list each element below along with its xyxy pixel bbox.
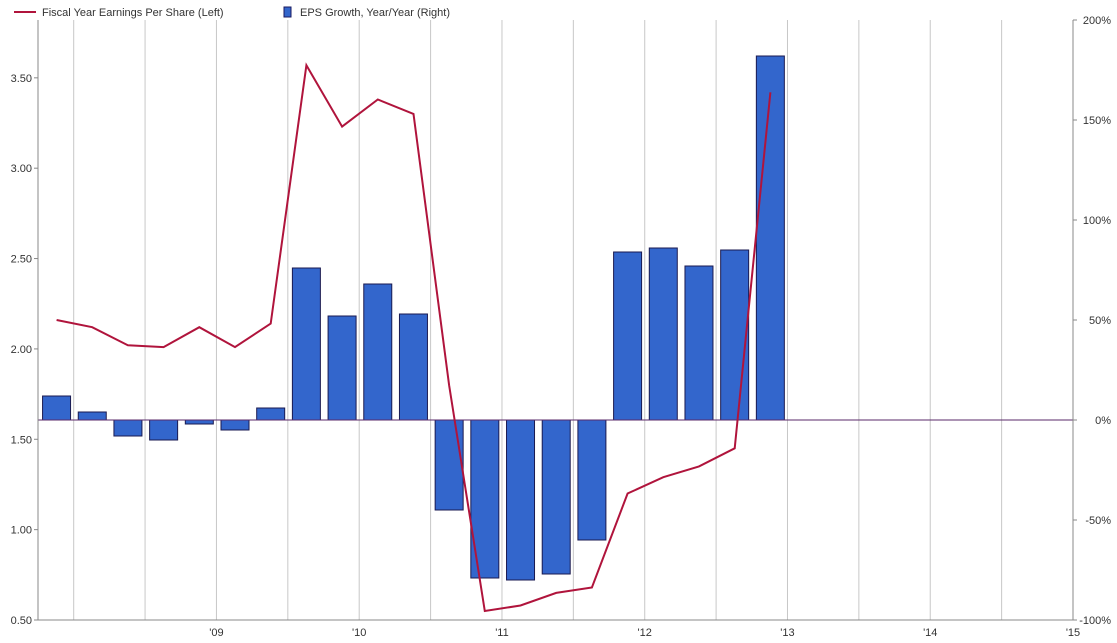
legend-label-eps: Fiscal Year Earnings Per Share (Left) <box>42 7 224 19</box>
eps-growth-bar <box>77 411 107 421</box>
eps-growth-bar <box>149 419 179 441</box>
eps-growth-bar <box>648 247 678 421</box>
eps-line <box>56 62 772 613</box>
eps-growth-bar <box>577 419 607 541</box>
x-tick-label: '15 <box>1066 627 1080 639</box>
left-tick-label: 1.00 <box>11 525 32 537</box>
eps-line-series <box>56 62 772 613</box>
left-tick-label: 2.50 <box>11 254 32 266</box>
right-tick-label: -50% <box>1085 515 1111 527</box>
eps-growth-bar <box>184 419 214 425</box>
eps-growth-bar <box>363 283 393 421</box>
left-tick-label: 2.00 <box>11 344 32 356</box>
eps-growth-bar <box>613 251 643 421</box>
eps-growth-bar <box>398 313 428 421</box>
x-tick-label: '10 <box>352 627 366 639</box>
eps-growth-bar <box>541 419 571 575</box>
eps-growth-bar <box>684 265 714 421</box>
right-tick-label: 100% <box>1083 215 1111 227</box>
x-tick-label: '12 <box>638 627 652 639</box>
x-tick-label: '13 <box>780 627 794 639</box>
x-tick-label: '14 <box>923 627 937 639</box>
eps-growth-bar <box>113 419 143 437</box>
left-tick-label: 3.50 <box>11 73 32 85</box>
legend-bar-swatch <box>283 6 292 18</box>
x-tick-label: '09 <box>209 627 223 639</box>
eps-growth-bar <box>506 419 536 581</box>
eps-growth-bar <box>42 395 72 421</box>
right-tick-label: 50% <box>1089 315 1111 327</box>
eps-growth-bar <box>256 407 286 421</box>
eps-growth-bar <box>291 267 321 421</box>
legend: Fiscal Year Earnings Per Share (Left) EP… <box>14 6 450 19</box>
legend-label-growth: EPS Growth, Year/Year (Right) <box>300 7 450 19</box>
gridlines <box>73 20 1003 620</box>
right-tick-label: 150% <box>1083 115 1111 127</box>
eps-growth-bar <box>434 419 464 511</box>
eps-growth-bars <box>42 55 785 581</box>
right-tick-label: 200% <box>1083 15 1111 27</box>
left-tick-label: 1.50 <box>11 434 32 446</box>
eps-growth-bar <box>720 249 750 421</box>
left-tick-label: 0.50 <box>11 615 32 627</box>
eps-growth-bar <box>220 419 250 431</box>
x-tick-label: '11 <box>495 627 509 639</box>
right-tick-label: -100% <box>1079 615 1111 627</box>
eps-growth-bar <box>327 315 357 421</box>
left-tick-label: 3.00 <box>11 163 32 175</box>
eps-growth-bar <box>755 55 785 421</box>
right-tick-label: 0% <box>1095 415 1111 427</box>
axes: 0.50 1.00 1.50 2.00 2.50 3.00 3.50 -100% -50% 0% 5… <box>11 15 1112 639</box>
